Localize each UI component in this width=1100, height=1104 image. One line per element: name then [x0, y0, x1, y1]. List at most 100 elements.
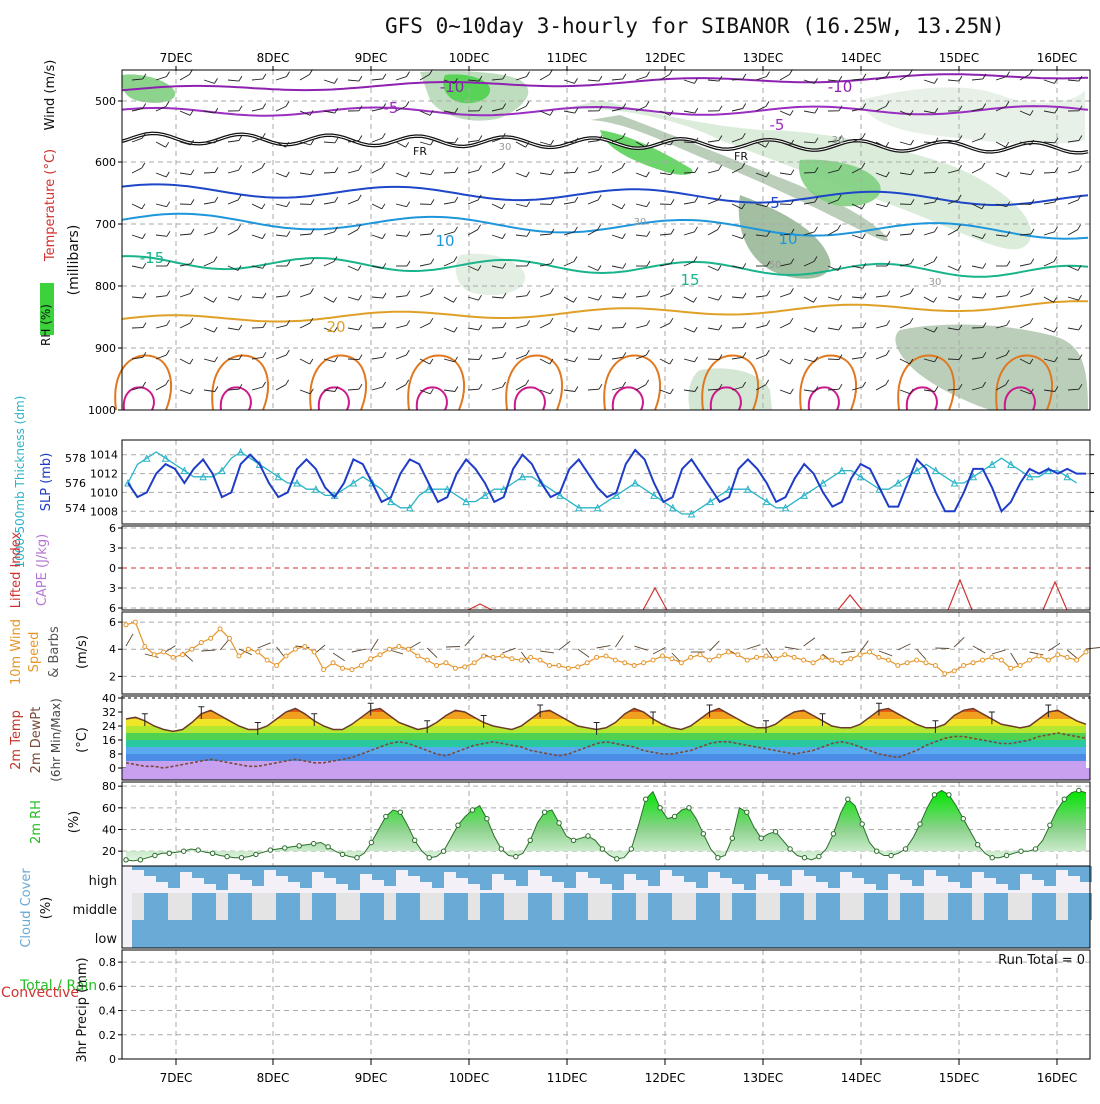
wind-barb — [468, 170, 479, 173]
wind-barb — [180, 75, 190, 81]
precip-tick-label: 0.4 — [99, 1005, 117, 1018]
wind-barb-flag — [623, 74, 626, 79]
temp-band — [122, 754, 1090, 761]
wind-barb-flag — [359, 136, 362, 141]
wind-speed-point — [548, 664, 552, 668]
high-cloud-cell — [540, 866, 552, 876]
wind-barb-flag — [575, 357, 578, 362]
wind-barb — [588, 389, 599, 390]
wind-barb-flag — [839, 384, 842, 389]
wind-barb — [468, 200, 478, 204]
high-cloud-cell — [780, 866, 792, 886]
wind-barb — [276, 77, 287, 80]
rh-point — [831, 832, 835, 836]
rh-point — [225, 854, 229, 858]
wind-barb — [924, 172, 935, 173]
wind-barb — [564, 297, 574, 302]
pressure-level-label: 800 — [95, 280, 116, 293]
wind-speed-point — [802, 658, 806, 662]
wind-barb-flag — [502, 163, 505, 168]
wind-barb-flag — [695, 227, 698, 232]
wind-barb-flag — [311, 199, 314, 204]
rh-tick-label: 60 — [102, 802, 116, 815]
wind-speed-point — [990, 655, 994, 659]
wind-barb — [1068, 359, 1079, 360]
thickness-series-line — [128, 452, 1077, 514]
wind-barb — [204, 80, 215, 83]
wind-barb-flag — [839, 325, 842, 330]
rh-point — [485, 817, 489, 821]
rh-point — [903, 847, 907, 851]
wind-barb — [1044, 328, 1054, 332]
wind-barb — [468, 328, 479, 330]
wind-barb-flag — [142, 204, 145, 209]
high-cloud-cell — [1032, 866, 1044, 880]
wind-barb-flag — [646, 350, 649, 355]
wind-barb — [756, 296, 767, 297]
wind-barb-flag — [262, 234, 265, 239]
wind-barb-flag — [527, 320, 530, 325]
wind-barb-flag — [935, 387, 938, 392]
wind-speed-point — [745, 658, 749, 662]
rh-point — [167, 851, 171, 855]
wind-barb-flag — [575, 167, 578, 172]
wind-speed-point — [453, 666, 457, 670]
wind-speed-point — [877, 655, 881, 659]
wind-barb — [228, 230, 238, 235]
rh-point — [138, 858, 142, 862]
wind-barb — [540, 323, 550, 328]
temp-tick-label: 16 — [102, 734, 116, 747]
wind-barb-flag — [430, 359, 433, 364]
wind-barb — [516, 173, 526, 177]
high-cloud-cell — [744, 866, 756, 890]
wind-barb-flag — [1006, 172, 1009, 177]
wind-barb-flag — [382, 133, 385, 138]
wind-speed-point — [642, 661, 646, 665]
wind-barb — [924, 262, 934, 267]
wind-barb-flag — [263, 74, 266, 79]
rh-point — [773, 830, 777, 834]
rh-point — [961, 817, 965, 821]
wind-barb — [396, 142, 406, 147]
rh-point — [860, 822, 864, 826]
wind-barb-flag — [407, 291, 410, 296]
wind-barb-flag — [166, 142, 169, 147]
wind-barb-flag — [646, 101, 649, 106]
wind-barb-flag — [215, 78, 218, 83]
wind-speed-point — [369, 657, 373, 661]
wind-speed-point — [962, 664, 966, 668]
wind-barb-flag — [239, 295, 242, 300]
wind-speed-point — [275, 664, 279, 668]
wind-speed-point — [924, 661, 928, 665]
rh-point — [210, 851, 214, 855]
high-cloud-cell — [960, 866, 972, 888]
wind-barb — [804, 111, 815, 113]
wind-barb — [468, 389, 479, 390]
wind-barb-flag — [383, 74, 386, 79]
wind-barb-flag — [646, 172, 649, 177]
wind-barb — [300, 293, 310, 297]
wind-barb-flag — [574, 257, 577, 262]
rh-point — [369, 840, 373, 844]
wind-barb — [324, 80, 335, 83]
high-cloud-cell — [504, 866, 516, 880]
wind-barb-flag — [407, 202, 410, 207]
wind-barb-flag — [239, 325, 242, 330]
wind-barb — [156, 235, 167, 236]
wind-speed-point — [1046, 658, 1050, 662]
wind-barb-flag — [190, 359, 193, 364]
wind-speed-point — [783, 653, 787, 657]
wind-barb-flag — [431, 170, 434, 175]
middle-cloud-cell — [240, 893, 252, 920]
wind-barb-flag — [622, 234, 625, 239]
high-cloud-cell — [384, 866, 396, 886]
surface-wind-barb — [220, 639, 229, 650]
rh-point — [514, 854, 518, 858]
date-label-top: 13DEC — [743, 51, 783, 65]
wind-speed-point — [566, 666, 570, 670]
wind-barb-flag — [359, 325, 362, 330]
high-cloud-cell — [828, 866, 840, 888]
wind-barb — [1020, 264, 1031, 266]
wind-speed-point — [444, 661, 448, 665]
wind-barb — [324, 262, 334, 267]
